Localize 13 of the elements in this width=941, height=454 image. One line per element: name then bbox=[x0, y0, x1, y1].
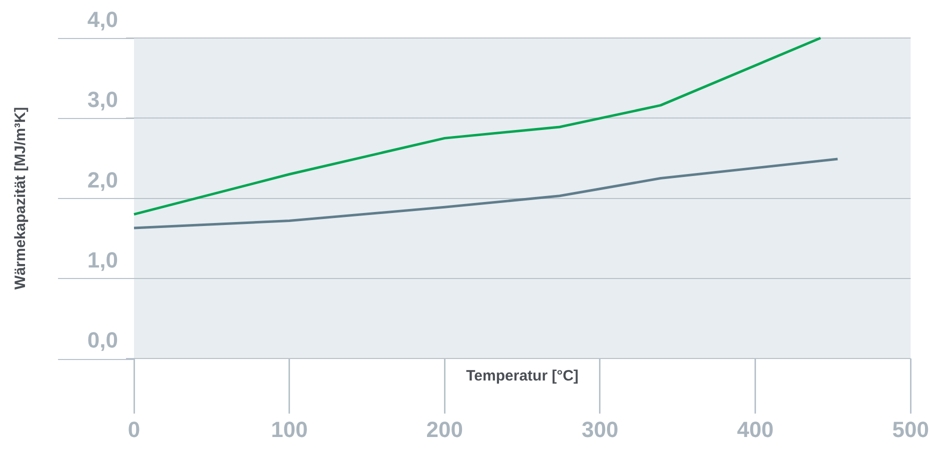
x-tick-label: 300 bbox=[582, 416, 618, 442]
x-tick-label: 100 bbox=[270, 416, 308, 442]
x-tick-label: 400 bbox=[736, 416, 774, 442]
x-axis-title: Temperatur [°C] bbox=[466, 368, 579, 385]
x-tick-label: 500 bbox=[892, 416, 930, 442]
y-tick-label: 3,0 bbox=[87, 87, 118, 112]
x-tick-label: 0 bbox=[128, 416, 140, 442]
y-tick-label: 2,0 bbox=[87, 167, 118, 192]
x-tick-label: 200 bbox=[426, 416, 464, 442]
y-tick-label: 0,0 bbox=[87, 328, 118, 353]
y-tick-label: 4,0 bbox=[87, 7, 118, 32]
y-axis-title: Wärmekapazität [MJ/m³K] bbox=[12, 107, 30, 290]
y-tick-label: 1,0 bbox=[87, 248, 118, 273]
